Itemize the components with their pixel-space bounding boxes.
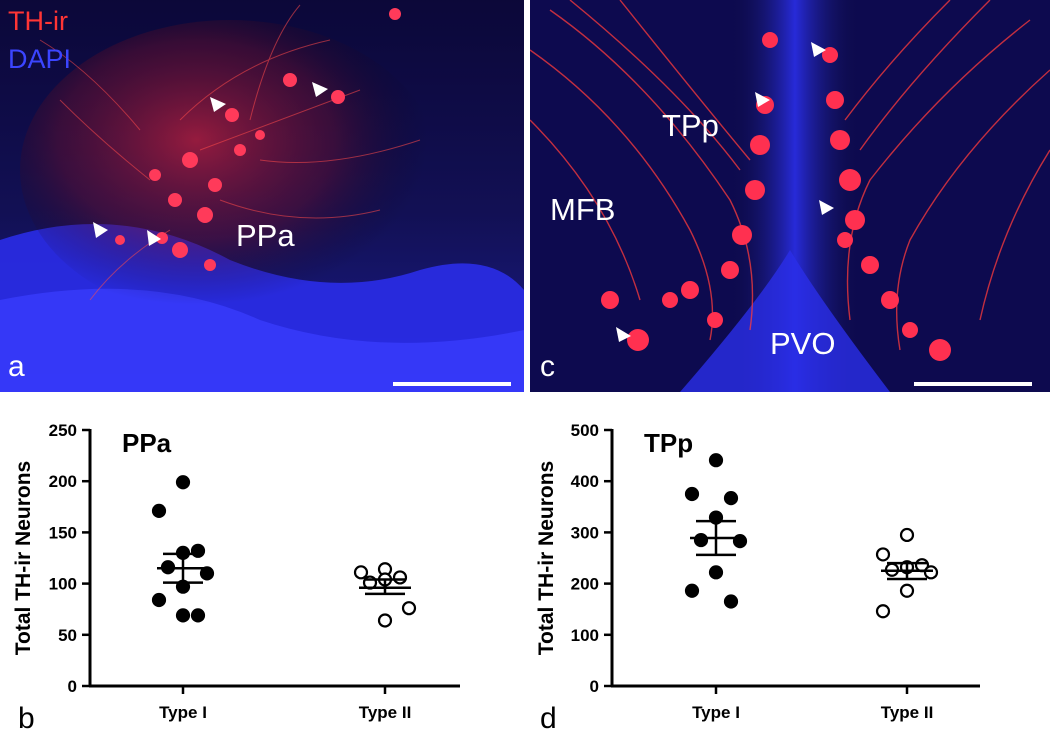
plot-d-y-axis-title: Total TH-ir Neurons	[535, 461, 558, 655]
plot-b-y-tick-label: 200	[49, 472, 77, 491]
plot-b-y-tick-label: 150	[49, 523, 77, 542]
plot-d-type2-point	[899, 527, 915, 543]
plot-d-type1-point	[723, 490, 739, 506]
plot-b-type2-point	[377, 613, 393, 628]
plot-b-type2-point	[401, 601, 417, 616]
panel-letter-c: c	[540, 350, 555, 383]
scatter-plots: 0 50 100 150 200 250 Type I Type II Total TH-ir …	[12, 421, 980, 722]
micrograph-tpp-image	[530, 0, 1050, 392]
plot-b-y-tick-label: 0	[68, 677, 77, 696]
micrograph-ppa-image	[0, 0, 524, 392]
plot-b-y-axis-title: Total TH-ir Neurons	[12, 461, 35, 655]
plot-d-y-tick-label: 400	[571, 472, 599, 491]
plot-d-title: TPp	[644, 428, 693, 458]
plot-d-type2-point	[875, 604, 891, 619]
region-label-mfb: MFB	[550, 192, 616, 227]
plot-d-type2-point	[899, 583, 915, 598]
plot-b-y-tick-label: 100	[49, 575, 77, 594]
plot-b-type2-point	[392, 570, 408, 585]
plot-b-type2-point	[353, 565, 369, 580]
plot-b-type1-point	[190, 608, 206, 623]
region-label-pvo: PVO	[770, 326, 836, 361]
plot-b-type1-point	[151, 503, 167, 518]
micrograph-ppa: TH-ir DAPI PPa a	[0, 0, 524, 392]
panel-letter-b: b	[18, 702, 35, 735]
panel-letter-a: a	[8, 350, 25, 383]
scale-bar	[914, 382, 1032, 386]
plot-d-y-tick-label: 300	[571, 523, 599, 542]
plot-b-type1-point	[175, 608, 191, 623]
plot-b-type1-point	[175, 475, 191, 490]
plot-d-y-tick-label: 200	[571, 575, 599, 594]
legend-th-ir: TH-ir	[8, 6, 68, 36]
panel-letter-d: d	[540, 702, 557, 735]
plot-d-y-tick-label: 500	[571, 421, 599, 440]
micrograph-tpp: TPp MFB PVO c	[530, 0, 1050, 392]
plot-d-y-tick-label: 100	[571, 626, 599, 645]
plot-d-category-label: Type II	[881, 703, 934, 722]
plot-b-title: PPa	[122, 428, 172, 458]
plot-d-type1-point	[708, 453, 724, 468]
plot-d-type2-point	[875, 547, 891, 562]
plots-area: 0 50 100 150 200 250 Type I Type II Total TH-ir …	[0, 392, 1050, 744]
region-label-tpp: TPp	[662, 108, 719, 143]
plot-d-type1-point	[708, 565, 724, 580]
plot-d-type1-point	[684, 583, 700, 598]
plot-d-category-label: Type I	[692, 703, 740, 722]
plot-d-type1-point	[693, 532, 709, 548]
region-label-ppa: PPa	[236, 218, 295, 253]
plot-b-category-label: Type I	[159, 703, 207, 722]
scale-bar	[393, 382, 511, 386]
plot-b-type1-point	[151, 592, 167, 608]
plot-b-category-label: Type II	[359, 703, 412, 722]
plot-b-y-tick-label: 50	[58, 626, 77, 645]
plot-d-y-tick-label: 0	[590, 677, 599, 696]
plot-d-type1-point	[684, 486, 700, 502]
plot-b-y-tick-label: 250	[49, 421, 77, 440]
legend-dapi: DAPI	[8, 44, 72, 74]
plot-d-type2-point	[923, 565, 939, 580]
plot-d-type1-point	[723, 594, 739, 609]
